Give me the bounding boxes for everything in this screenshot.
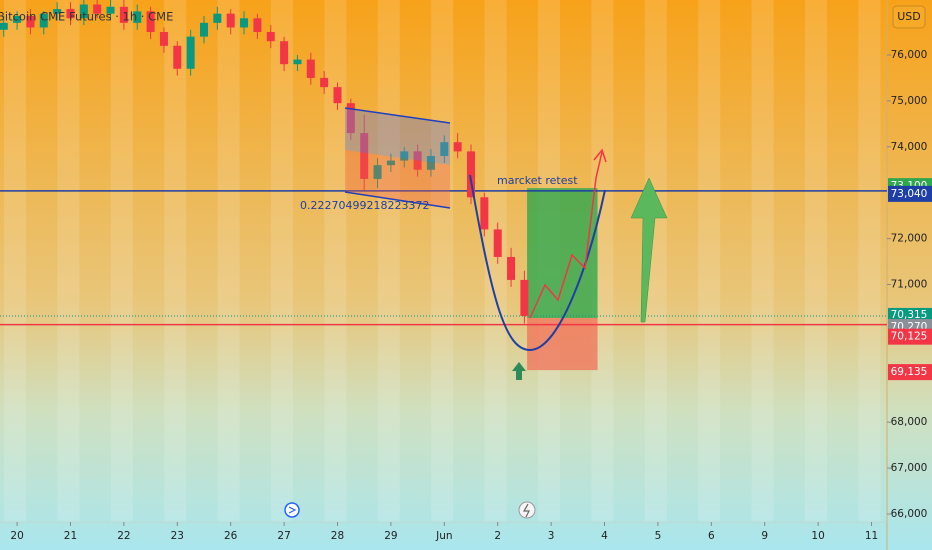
candle-body — [400, 151, 409, 161]
candle-body — [226, 13, 235, 28]
channel-upper — [345, 108, 450, 165]
candle-body — [413, 151, 422, 170]
price-tag — [888, 185, 932, 202]
x-tick-label: 3 — [548, 530, 555, 542]
candle-body — [53, 9, 62, 14]
big-up-arrow — [630, 177, 668, 323]
projection-path — [529, 151, 603, 319]
candle-body — [173, 45, 182, 69]
candle-body — [106, 6, 115, 14]
currency-button[interactable] — [892, 5, 926, 29]
projection-arrowhead — [593, 148, 607, 163]
y-tick-label: 72,000 — [891, 233, 928, 245]
price-tag-label: 73,040 — [891, 188, 928, 200]
x-tick-label: 21 — [64, 530, 77, 542]
candle-body — [440, 142, 449, 156]
last-price-label: 70,315 — [891, 309, 928, 321]
candle-body — [386, 160, 395, 166]
loss-zone — [527, 318, 598, 371]
candle-body — [186, 36, 195, 69]
x-tick-label: 5 — [655, 530, 662, 542]
candle-body — [253, 18, 262, 33]
y-tick-label: 71,000 — [891, 279, 928, 291]
y-tick-label: 75,000 — [891, 95, 928, 107]
candle-body — [467, 151, 476, 198]
candle-body — [520, 279, 529, 316]
candle-body — [213, 13, 222, 23]
candle-body — [280, 41, 289, 65]
candle-body — [266, 32, 275, 42]
candle-body — [199, 22, 208, 37]
x-tick-label: 27 — [277, 530, 290, 542]
price-tag — [888, 364, 932, 381]
candle-body — [360, 133, 369, 179]
candle-body — [13, 15, 22, 23]
x-tick-label: 22 — [117, 530, 130, 542]
retest-label: marcket retest — [497, 174, 578, 187]
x-tick-label: 23 — [171, 530, 184, 542]
x-tick-label: 9 — [761, 530, 768, 542]
y-tick-label: 74,000 — [891, 141, 928, 153]
cup-curve — [469, 174, 606, 352]
candle-body — [133, 11, 142, 23]
candle-body — [66, 9, 75, 19]
y-tick-label: 68,000 — [891, 416, 928, 428]
candle-body — [333, 87, 342, 104]
channel — [344, 107, 451, 209]
candle-body — [93, 4, 102, 14]
split-icon-glyph — [522, 503, 530, 518]
candle-body — [507, 256, 516, 280]
split-icon[interactable] — [518, 501, 536, 519]
price-tag-label: 69,135 — [891, 366, 928, 378]
candle-body — [79, 4, 88, 19]
x-tick-label: 2 — [494, 530, 501, 542]
candle-body — [453, 142, 462, 152]
channel-top — [344, 107, 451, 124]
x-tick-label: 26 — [224, 530, 238, 542]
candle-body — [159, 32, 168, 46]
candle-body — [119, 6, 128, 23]
price-tag — [888, 328, 932, 345]
x-tick-label: 28 — [331, 530, 344, 542]
candle-body — [240, 18, 249, 28]
candle-body — [480, 197, 489, 230]
symbol-title: Bitcoin CME Futures · 1h · CME — [0, 10, 173, 24]
session-bands — [0, 0, 887, 522]
price-tag-label: 70,125 — [891, 331, 928, 343]
x-tick-label: 6 — [708, 530, 715, 542]
candle-body — [39, 13, 48, 28]
y-tick-label: 66,000 — [891, 508, 928, 520]
candle-body — [346, 103, 355, 134]
x-tick-label: 11 — [865, 530, 878, 542]
x-tick-label: 4 — [601, 530, 608, 542]
fib-label: 0.22270499218223372 — [300, 199, 429, 212]
candle-body — [320, 77, 329, 88]
x-tick-label: 10 — [811, 530, 824, 542]
y-tick-label: 67,000 — [891, 462, 928, 474]
candle-body — [426, 155, 435, 170]
profit-zone — [527, 188, 598, 319]
x-tick-label: 20 — [10, 530, 23, 542]
x-tick-label: Jun — [435, 530, 452, 542]
event-icon[interactable] — [284, 502, 300, 518]
x-tick-label: 29 — [384, 530, 397, 542]
candle-body — [373, 165, 382, 179]
channel-bottom — [344, 191, 451, 209]
candle-body — [493, 229, 502, 257]
event-icon-glyph — [288, 506, 297, 514]
currency-label: USD — [897, 10, 921, 23]
candle-body — [0, 22, 8, 30]
small-up-arrow — [512, 362, 526, 380]
channel-lower — [345, 150, 450, 208]
candle-body — [146, 11, 155, 33]
candle-body — [26, 15, 35, 28]
y-tick-label: 76,000 — [891, 49, 928, 61]
candle-body — [306, 59, 315, 78]
candle-body — [293, 59, 302, 65]
